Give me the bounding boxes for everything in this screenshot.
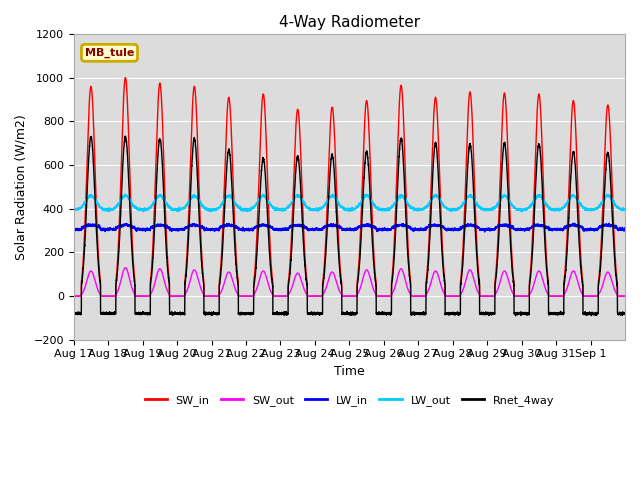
SW_in [528,250,536,256]
SW_out [621,293,629,299]
LW_out [501,192,509,198]
LW_out [121,191,129,197]
LW_out [184,198,192,204]
LW_out [70,207,77,213]
LW_out [400,194,408,200]
LW_in [370,224,378,230]
Rnet_4way [184,242,192,248]
SW_out [399,270,407,276]
LW_in [481,229,488,235]
SW_in [70,293,77,299]
SW_in [542,245,550,251]
SW_in [122,75,129,81]
LW_out [621,206,629,212]
Legend: SW_in, SW_out, LW_in, LW_out, Rnet_4way: SW_in, SW_out, LW_in, LW_out, Rnet_4way [140,391,559,411]
X-axis label: Time: Time [334,365,365,378]
Rnet_4way [121,133,129,139]
SW_out [500,268,508,274]
LW_in [70,226,77,232]
Line: SW_in: SW_in [74,78,625,296]
Rnet_4way [399,159,407,165]
LW_in [528,225,536,230]
LW_in [621,227,629,232]
LW_in [500,223,508,229]
LW_in [184,223,192,229]
Line: LW_in: LW_in [74,223,625,232]
Rnet_4way [370,262,378,267]
Line: SW_out: SW_out [74,268,625,296]
Text: MB_tule: MB_tule [85,48,134,58]
Rnet_4way [528,260,536,265]
Rnet_4way [512,313,520,319]
SW_out [122,265,129,271]
LW_out [542,202,550,208]
Title: 4-Way Radiometer: 4-Way Radiometer [279,15,420,30]
Rnet_4way [500,139,508,145]
SW_out [528,288,536,294]
Y-axis label: Solar Radiation (W/m2): Solar Radiation (W/m2) [15,114,28,260]
Line: Rnet_4way: Rnet_4way [74,136,625,316]
SW_out [70,293,77,299]
SW_in [399,114,407,120]
SW_out [542,287,550,293]
SW_in [370,252,378,257]
LW_in [570,220,578,226]
Line: LW_out: LW_out [74,194,625,212]
SW_in [184,225,192,230]
LW_out [370,201,378,206]
Rnet_4way [70,311,77,316]
LW_out [528,202,536,207]
SW_in [500,90,508,96]
LW_in [399,221,407,227]
LW_in [542,225,550,231]
SW_out [184,285,192,290]
SW_out [370,288,378,293]
SW_in [621,293,629,299]
Rnet_4way [542,259,550,264]
LW_out [140,209,147,215]
Rnet_4way [621,310,629,316]
